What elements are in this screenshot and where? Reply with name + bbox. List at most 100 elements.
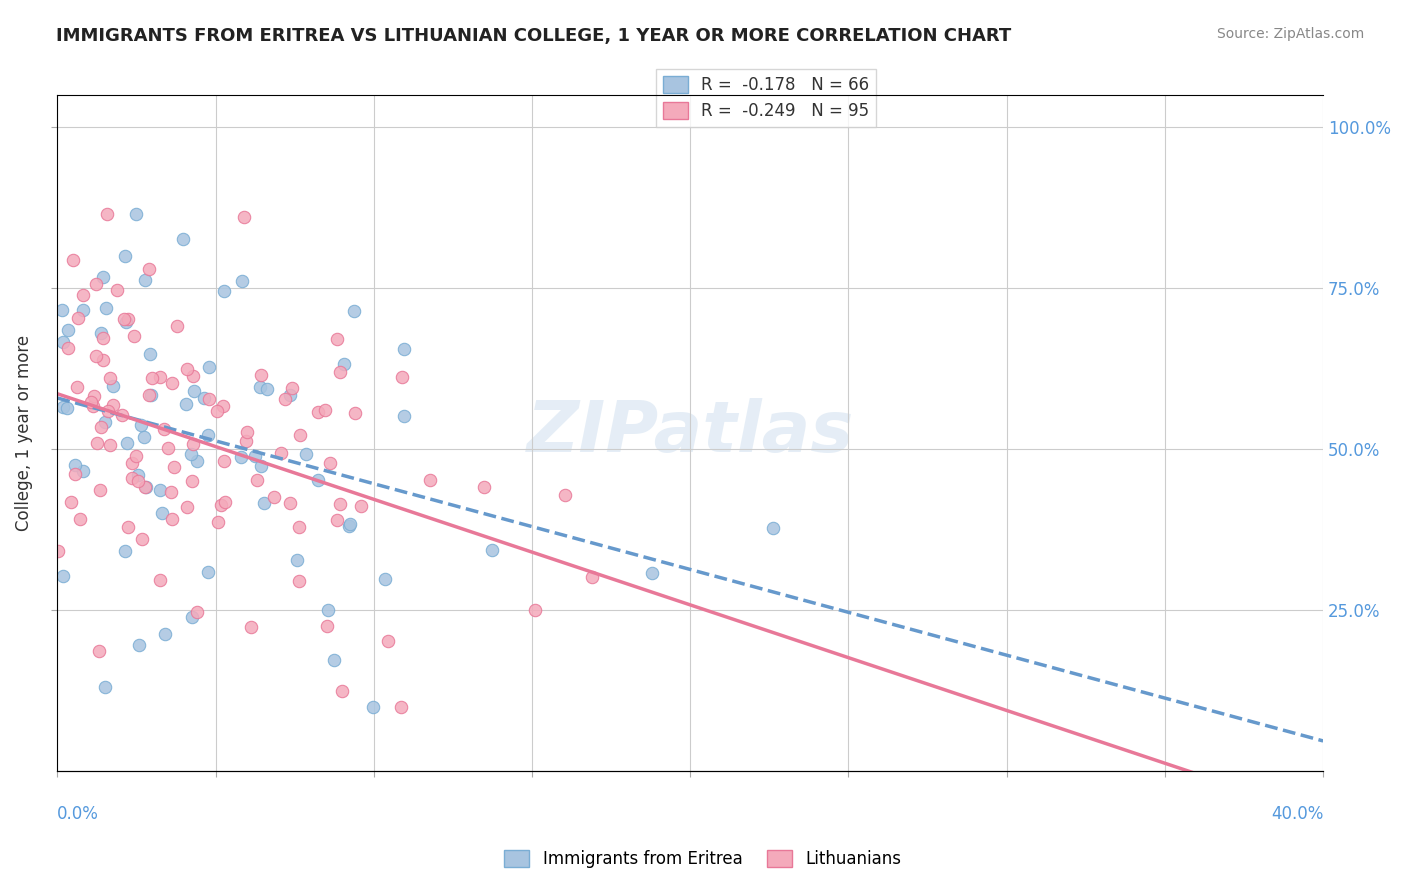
Point: [186, 454, 208, 468]
Point: [115, 436, 138, 450]
Point: [280, 388, 302, 402]
Point: [114, 248, 136, 262]
Point: [51, 401, 73, 415]
Point: [263, 490, 285, 504]
Point: [117, 312, 139, 326]
Point: [149, 369, 172, 384]
Point: [339, 517, 361, 532]
Point: [326, 332, 349, 346]
Point: [91, 330, 114, 344]
Point: [129, 418, 152, 433]
Point: [115, 315, 138, 329]
Point: [181, 437, 204, 451]
Point: [66, 380, 89, 394]
Point: [83, 389, 105, 403]
Point: [249, 380, 271, 394]
Point: [250, 459, 273, 474]
Point: [124, 329, 146, 343]
Point: [307, 473, 329, 487]
Point: [197, 565, 219, 579]
Point: [105, 283, 128, 297]
Point: [326, 513, 349, 527]
Point: [63, 458, 86, 472]
Point: [207, 515, 229, 529]
Point: [374, 572, 396, 586]
Point: [344, 406, 367, 420]
Point: [288, 427, 311, 442]
Point: [89, 483, 111, 497]
Point: [56, 401, 79, 415]
Point: [139, 347, 162, 361]
Point: [328, 365, 350, 379]
Point: [135, 480, 157, 494]
Point: [93, 270, 115, 285]
Point: [86, 436, 108, 450]
Point: [181, 610, 204, 624]
Point: [149, 483, 172, 497]
Point: [762, 521, 785, 535]
Point: [69, 512, 91, 526]
Point: [160, 376, 183, 391]
Point: [343, 303, 366, 318]
Point: [392, 409, 415, 424]
Y-axis label: College, 1 year or more: College, 1 year or more: [15, 334, 32, 531]
Point: [337, 519, 360, 533]
Point: [280, 496, 302, 510]
Point: [319, 456, 342, 470]
Point: [66, 311, 89, 326]
Point: [98, 438, 121, 452]
Point: [183, 384, 205, 398]
Point: [82, 400, 104, 414]
Point: [101, 398, 124, 412]
Point: [333, 357, 356, 371]
Point: [240, 620, 263, 634]
Point: [391, 370, 413, 384]
Point: [62, 253, 84, 268]
Point: [174, 397, 197, 411]
Point: [52, 334, 75, 349]
Point: [94, 680, 117, 694]
Point: [58, 341, 80, 355]
Text: 40.0%: 40.0%: [1271, 805, 1323, 822]
Point: [166, 318, 188, 333]
Point: [60, 495, 83, 509]
Point: [274, 392, 297, 406]
Point: [295, 447, 318, 461]
Point: [159, 484, 181, 499]
Point: [176, 500, 198, 515]
Point: [72, 465, 94, 479]
Point: [153, 627, 176, 641]
Point: [125, 207, 148, 221]
Point: [481, 543, 503, 558]
Point: [134, 430, 156, 444]
Point: [243, 450, 266, 464]
Point: [180, 474, 202, 488]
Point: [523, 603, 546, 617]
Point: [554, 488, 576, 502]
Point: [253, 496, 276, 510]
Point: [389, 700, 412, 714]
Point: [472, 480, 495, 494]
Point: [63, 467, 86, 482]
Point: [101, 379, 124, 393]
Point: [307, 405, 329, 419]
Point: [90, 326, 112, 340]
Point: [329, 497, 352, 511]
Point: [89, 644, 111, 658]
Point: [350, 499, 373, 513]
Point: [394, 342, 416, 356]
Point: [138, 388, 160, 402]
Point: [285, 553, 308, 567]
Point: [172, 232, 194, 246]
Point: [288, 520, 311, 534]
Point: [46, 544, 69, 558]
Point: [84, 277, 107, 291]
Point: [163, 459, 186, 474]
Point: [212, 285, 235, 299]
Point: [124, 449, 146, 463]
Point: [212, 454, 235, 468]
Point: [256, 382, 278, 396]
Point: [114, 544, 136, 558]
Text: 0.0%: 0.0%: [58, 805, 100, 822]
Text: ZIPatlas: ZIPatlas: [526, 399, 853, 467]
